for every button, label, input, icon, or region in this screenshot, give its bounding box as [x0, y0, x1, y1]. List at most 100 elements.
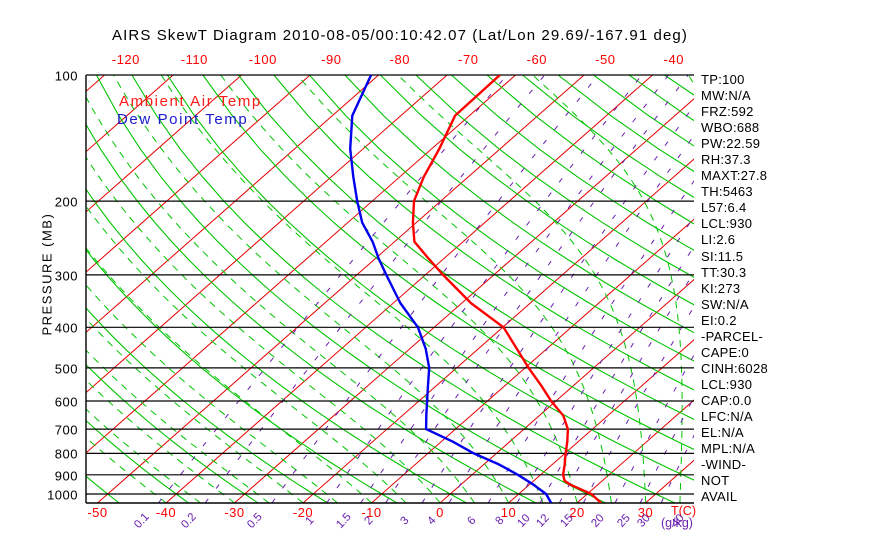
- isotherm-line: [371, 218, 694, 503]
- dry-adiabat-line: [86, 188, 467, 503]
- stat-line: PW:22.59: [701, 136, 761, 152]
- temp-tick-label-bottom: 20: [569, 505, 585, 520]
- mixing-ratio-line: [385, 75, 689, 503]
- stat-line: MAXT:27.8: [701, 168, 768, 184]
- isotherm-line: [86, 75, 516, 454]
- temp-tick-label-top: -110: [180, 52, 208, 67]
- chart-title: AIRS SkewT Diagram 2010-08-05/00:10:42.0…: [112, 27, 688, 44]
- dry-adiabat-line: [451, 75, 694, 251]
- stat-line: L57:6.4: [701, 200, 747, 216]
- legend-ambient-air-temp: Ambient Air Temp: [119, 93, 262, 110]
- isotherm-line: [86, 75, 379, 334]
- temp-tick-label-top: -90: [321, 52, 342, 67]
- dry-adiabat-line: [86, 248, 398, 503]
- stat-line: KI:273: [701, 280, 741, 296]
- dry-adiabat-line: [486, 75, 694, 225]
- pressure-tick-label: 300: [54, 268, 78, 284]
- stat-line: -PARCEL-: [701, 328, 764, 344]
- stat-line: LCL:930: [701, 216, 753, 232]
- stat-line: TT:30.3: [701, 264, 747, 280]
- temp-tick-label-bottom: -50: [87, 505, 108, 520]
- dry-adiabat-line: [522, 75, 694, 199]
- stat-line: TH:5463: [701, 184, 753, 200]
- isotherm-line: [86, 75, 311, 273]
- isotherm-line: [97, 75, 585, 503]
- temp-tick-label-top: -50: [595, 52, 616, 67]
- stat-line: CAPE:0: [701, 344, 750, 360]
- stat-line: WBO:688: [701, 120, 760, 136]
- temp-tick-label-bottom: -20: [292, 505, 314, 520]
- mixing-ratio-line: [539, 245, 694, 503]
- stat-line: CINH:6028: [701, 360, 769, 376]
- dry-adiabat-line: [86, 307, 328, 503]
- dry-adiabat-line: [131, 75, 676, 503]
- moist-adiabat-line: [86, 379, 235, 503]
- dry-adiabat-line: [415, 75, 694, 278]
- temp-tick-label-bottom: -30: [224, 505, 245, 520]
- stat-line: LI:2.6: [701, 232, 736, 248]
- mixing-ratio-line: [487, 180, 694, 503]
- pressure-tick-label: 800: [54, 446, 78, 462]
- dry-adiabat-line: [86, 475, 120, 503]
- temp-tick-label-bottom: -10: [361, 505, 382, 520]
- dry-adiabat-line: [308, 75, 694, 362]
- isotherm-line: [165, 75, 653, 503]
- temp-tick-label-bottom: 10: [500, 505, 517, 520]
- stat-line: MW:N/A: [701, 88, 751, 104]
- dry-adiabat-line: [344, 75, 694, 334]
- moist-adiabat-line: [220, 75, 578, 503]
- dry-adiabat-line: [86, 123, 537, 503]
- isotherm-line: [302, 158, 694, 503]
- temp-tick-label-bottom: 30: [637, 505, 654, 520]
- stat-line: -WIND-: [701, 457, 747, 473]
- mixing-ratio-line: [326, 75, 643, 503]
- mixing-ratio-line: [360, 75, 669, 503]
- dew-point-curve: [349, 75, 553, 503]
- stat-line: TP:100: [701, 72, 745, 87]
- isotherm-line: [86, 75, 174, 153]
- legend-dew-point-temp: Dew Point Temp: [117, 111, 249, 128]
- mixing-ratio-line: [516, 215, 694, 503]
- moist-adiabat-line: [86, 436, 167, 503]
- pressure-tick-label: 100: [54, 68, 78, 84]
- moist-adiabat-line: [113, 75, 510, 503]
- dry-adiabat-line: [166, 75, 694, 481]
- isotherm-line: [508, 339, 694, 503]
- stat-line: FRZ:592: [701, 104, 754, 120]
- sounding-curves: [349, 75, 602, 503]
- pressure-tick-label: 900: [54, 468, 78, 484]
- stat-line: LCL:930: [701, 376, 753, 392]
- temp-tick-label-top: -70: [458, 52, 479, 67]
- moist-adiabat-line: [532, 75, 683, 503]
- moist-adiabat-line: [397, 75, 647, 503]
- mixing-ratio-line: [158, 75, 508, 503]
- temp-tick-label-top: -100: [248, 52, 277, 67]
- stat-line: SI:11.5: [701, 248, 744, 264]
- temp-tick-label-top: -40: [663, 52, 684, 67]
- pressure-tick-label: 1000: [47, 487, 78, 503]
- moist-adiabat-line: [296, 75, 612, 503]
- isotherm-line: [439, 278, 694, 503]
- skewt-grid: [0, 75, 694, 503]
- sounding-stats-panel: TP:100 MW:N/A FRZ:592 WBO:688 PW:22.59 RH:37.…: [701, 72, 768, 505]
- temp-tick-label-bottom: -40: [155, 505, 177, 520]
- temp-tick-label-top: -80: [389, 52, 410, 67]
- pressure-tick-label: 500: [54, 361, 78, 377]
- mixing-ratio-line: [448, 134, 694, 503]
- moist-adiabat-line: [86, 156, 441, 503]
- stat-line: MPL:N/A: [701, 441, 756, 457]
- stat-line: LFC:N/A: [701, 408, 753, 424]
- mixing-ratio-line: [271, 75, 599, 503]
- mixing-ratio-line: [558, 271, 694, 503]
- mixing-ratio-line: [421, 104, 694, 503]
- isotherm-line: [234, 98, 694, 503]
- moist-adiabat-line: [86, 205, 407, 503]
- dry-adiabat-line: [273, 75, 694, 391]
- ambient-temp-curve: [411, 75, 602, 503]
- dry-adiabat-line: [237, 75, 694, 420]
- stat-line: RH:37.3: [701, 152, 751, 168]
- isotherm-line: [0, 75, 36, 503]
- pressure-tick-label: 700: [54, 422, 78, 438]
